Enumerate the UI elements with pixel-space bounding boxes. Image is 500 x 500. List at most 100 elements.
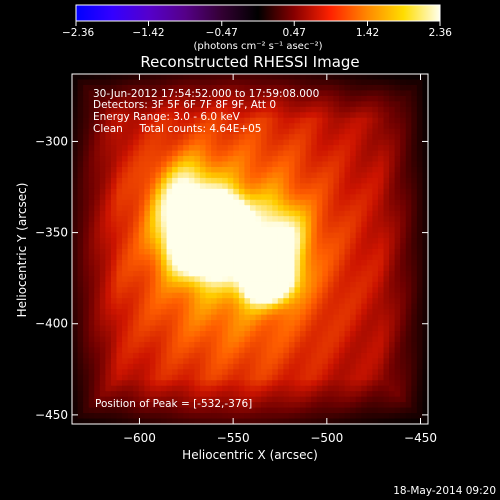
heatmap-pixel (389, 177, 396, 184)
heatmap-pixel (339, 341, 346, 349)
heatmap-pixel (283, 352, 290, 359)
colorbar-tick-label: 1.42 (356, 27, 379, 39)
colorbar-tick-label: −0.47 (206, 27, 238, 39)
heatmap-pixel (300, 402, 307, 409)
heatmap-pixel (261, 134, 268, 141)
heatmap-pixel (177, 281, 184, 288)
heatmap-pixel (238, 183, 246, 190)
heatmap-pixel (277, 325, 284, 332)
heatmap-pixel (155, 347, 162, 354)
heatmap-pixel (161, 145, 168, 152)
heatmap-pixel (183, 243, 190, 250)
heatmap-pixel (372, 270, 379, 277)
heatmap-pixel (322, 227, 329, 234)
heatmap-pixel (316, 112, 323, 119)
heatmap-pixel (255, 161, 262, 168)
heatmap-pixel (233, 183, 240, 190)
heatmap-pixel (389, 232, 396, 239)
heatmap-pixel (411, 106, 418, 113)
heatmap-pixel (110, 183, 118, 190)
heatmap-pixel (361, 407, 368, 414)
heatmap-pixels (72, 74, 429, 425)
heatmap-pixel (250, 254, 257, 261)
heatmap-pixel (216, 101, 223, 108)
heatmap-pixel (188, 177, 195, 184)
heatmap-pixel (316, 380, 323, 387)
heatmap-pixel (211, 391, 218, 398)
heatmap-pixel (422, 188, 429, 195)
heatmap-pixel (138, 95, 145, 102)
heatmap-pixel (211, 325, 218, 332)
heatmap-pixel (122, 188, 129, 195)
heatmap-pixel (83, 227, 90, 234)
heatmap-pixel (227, 336, 234, 343)
heatmap-pixel (233, 227, 240, 234)
heatmap-pixel (422, 281, 429, 288)
heatmap-pixel (244, 292, 251, 299)
heatmap-pixel (250, 134, 257, 141)
heatmap-pixel (83, 101, 90, 108)
heatmap-pixel (199, 314, 207, 321)
heatmap-pixel (238, 391, 246, 398)
heatmap-pixel (149, 194, 157, 201)
heatmap-pixel (283, 270, 290, 277)
heatmap-pixel (183, 347, 190, 354)
heatmap-pixel (350, 243, 357, 250)
heatmap-pixel (355, 298, 362, 305)
heatmap-pixel (238, 385, 246, 392)
heatmap-pixel (155, 341, 162, 349)
heatmap-pixel (294, 369, 301, 376)
heatmap-pixel (227, 156, 234, 163)
heatmap-pixel (161, 358, 168, 365)
heatmap-pixel (416, 276, 424, 283)
heatmap-pixel (266, 238, 273, 245)
heatmap-pixel (277, 407, 284, 414)
heatmap-pixel (94, 352, 101, 359)
heatmap-pixel (372, 249, 379, 256)
heatmap-pixel (283, 265, 290, 272)
heatmap-pixel (361, 369, 368, 376)
heatmap-pixel (322, 374, 329, 381)
heatmap-pixel (188, 150, 195, 157)
heatmap-pixel (266, 123, 273, 130)
heatmap-pixel (138, 79, 145, 86)
heatmap-pixel (161, 402, 168, 409)
heatmap-pixel (411, 314, 418, 321)
heatmap-pixel (405, 259, 412, 267)
heatmap-pixel (99, 79, 106, 86)
heatmap-pixel (372, 150, 379, 157)
heatmap-pixel (250, 150, 257, 157)
heatmap-pixel (72, 101, 79, 108)
heatmap-pixel (94, 309, 101, 316)
heatmap-pixel (211, 341, 218, 349)
heatmap-pixel (422, 418, 429, 425)
heatmap-pixel (300, 352, 307, 359)
heatmap-pixel (172, 413, 179, 420)
heatmap-pixel (377, 238, 385, 245)
heatmap-pixel (205, 249, 212, 256)
heatmap-pixel (416, 363, 424, 370)
heatmap-pixel (355, 254, 362, 261)
heatmap-pixel (277, 341, 284, 349)
heatmap-pixel (394, 385, 401, 392)
heatmap-pixel (149, 95, 157, 102)
heatmap-pixel (389, 210, 396, 217)
heatmap-pixel (233, 205, 240, 212)
heatmap-pixel (350, 276, 357, 283)
heatmap-pixel (288, 205, 296, 212)
heatmap-pixel (122, 145, 129, 152)
heatmap-pixel (211, 205, 218, 212)
heatmap-pixel (355, 221, 362, 228)
heatmap-pixel (122, 172, 129, 179)
heatmap-pixel (416, 402, 424, 409)
heatmap-pixel (211, 128, 218, 135)
heatmap-pixel (394, 380, 401, 387)
heatmap-pixel (294, 325, 301, 332)
heatmap-pixel (411, 358, 418, 365)
heatmap-pixel (105, 123, 112, 130)
heatmap-pixel (350, 336, 357, 343)
heatmap-pixel (177, 303, 184, 310)
heatmap-pixel (72, 123, 79, 130)
plot-frame (71, 73, 429, 425)
heatmap-pixel (350, 325, 357, 332)
